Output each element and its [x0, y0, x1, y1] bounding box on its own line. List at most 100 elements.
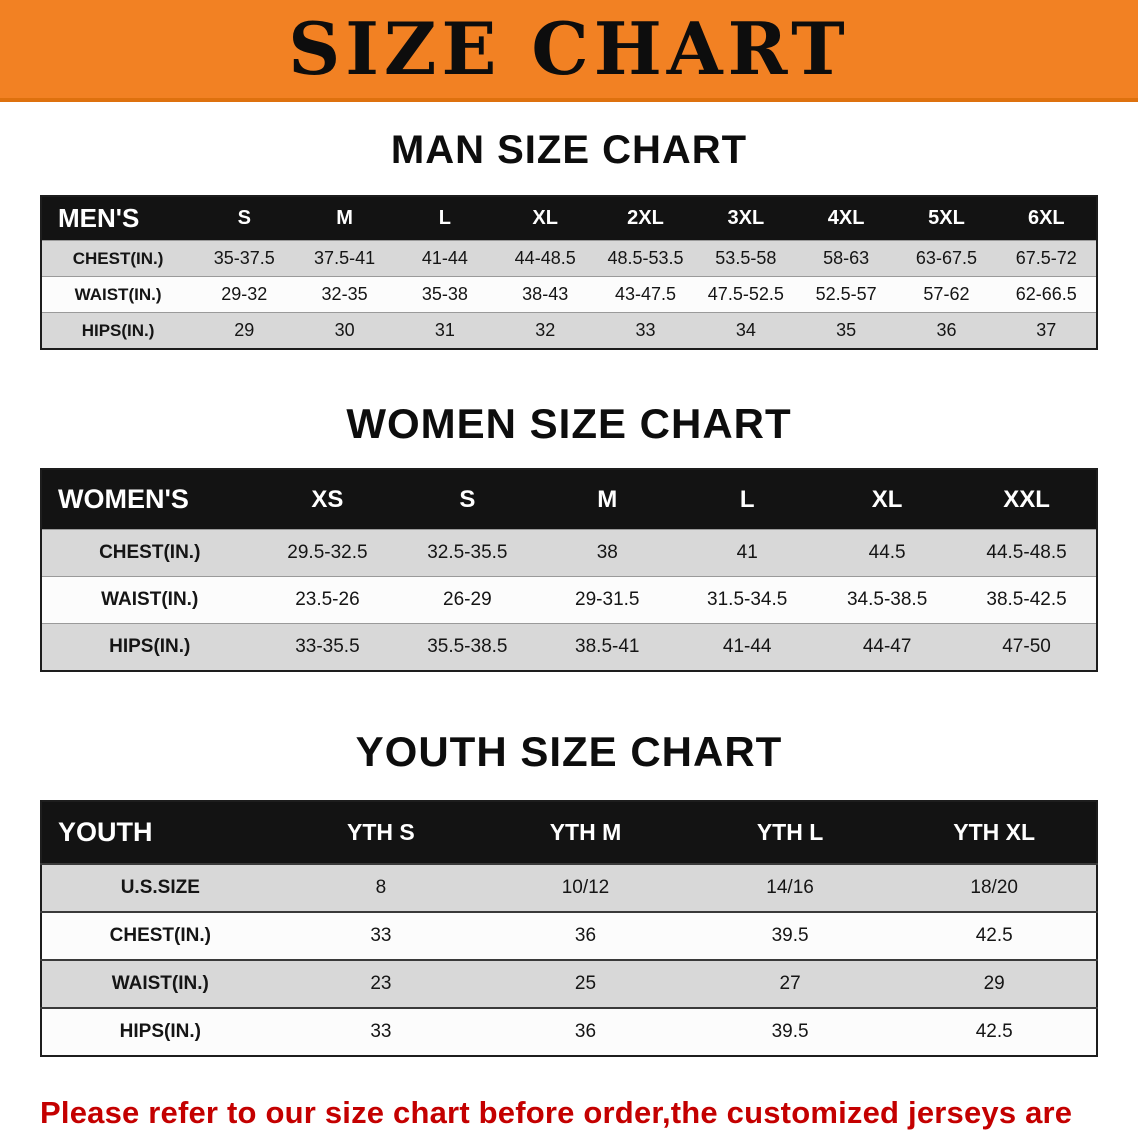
women-header-row: WOMEN'S XS S M L XL XXL [41, 469, 1097, 530]
women-section-title: WOMEN SIZE CHART [346, 400, 792, 447]
table-row: CHEST(IN.) 29.5-32.5 32.5-35.5 38 41 44.5 44.5… [41, 529, 1097, 577]
men-size-section: MAN SIZE CHART MEN'S S M L XL 2XL 3XL 4XL 5XL 6XL C… [0, 128, 1138, 350]
women-size-section: WOMEN SIZE CHART WOMEN'S XS S M L XL XXL CHEST(I… [0, 400, 1138, 672]
men-header-label: MEN'S [41, 196, 195, 241]
banner-title: SIZE CHART [288, 6, 850, 91]
size-value-cell: 33-35.5 [257, 623, 398, 671]
size-value-cell: 35.5-38.5 [397, 623, 538, 671]
table-row: WAIST(IN.) 29-32 32-35 35-38 38-43 43-47.5 47.… [41, 276, 1097, 313]
size-column-header: XXL [957, 469, 1097, 530]
size-column-header: L [394, 196, 496, 241]
size-value-cell: 27 [687, 959, 893, 1008]
size-value-cell: 62-66.5 [996, 276, 1097, 313]
size-value-cell: 30 [294, 312, 395, 349]
size-value-cell: 31.5-34.5 [677, 576, 818, 624]
size-value-cell: 44.5-48.5 [957, 529, 1097, 577]
size-column-header: XL [817, 469, 958, 530]
size-value-cell: 32-35 [294, 276, 395, 313]
size-value-cell: 18/20 [892, 863, 1097, 912]
women-header-label: WOMEN'S [41, 469, 258, 530]
size-value-cell: 41 [677, 529, 818, 577]
size-value-cell: 53.5-58 [695, 240, 796, 277]
size-value-cell: 10/12 [483, 863, 688, 912]
size-value-cell: 29 [194, 312, 295, 349]
size-value-cell: 23 [278, 959, 484, 1008]
size-value-cell: 41-44 [677, 623, 818, 671]
row-label: WAIST(IN.) [41, 576, 258, 624]
size-value-cell: 36 [896, 312, 997, 349]
size-value-cell: 23.5-26 [257, 576, 398, 624]
size-column-header: YTH XL [892, 801, 1097, 864]
table-row: HIPS(IN.) 33-35.5 35.5-38.5 38.5-41 41-44 44-… [41, 623, 1097, 671]
size-value-cell: 29-31.5 [537, 576, 678, 624]
size-column-header: YTH S [278, 801, 484, 864]
men-section-title: MAN SIZE CHART [390, 128, 748, 172]
table-row: CHEST(IN.) 35-37.5 37.5-41 41-44 44-48.5 48.5… [41, 240, 1097, 277]
size-column-header: 5XL [896, 196, 997, 241]
size-value-cell: 29-32 [194, 276, 295, 313]
table-row: WAIST(IN.) 23.5-26 26-29 29-31.5 31.5-34.5 34… [41, 576, 1097, 624]
size-value-cell: 36 [483, 911, 688, 960]
size-value-cell: 39.5 [687, 1007, 893, 1056]
size-column-header: 6XL [996, 196, 1097, 241]
size-column-header: S [397, 469, 538, 530]
size-value-cell: 33 [595, 312, 696, 349]
size-value-cell: 47-50 [957, 623, 1097, 671]
size-column-header: YTH M [483, 801, 688, 864]
size-value-cell: 34 [695, 312, 796, 349]
disclaimer: Please refer to our size chart before or… [40, 1093, 1108, 1132]
size-column-header: M [294, 196, 395, 241]
size-value-cell: 35 [795, 312, 897, 349]
size-value-cell: 32 [495, 312, 596, 349]
size-column-header: L [677, 469, 818, 530]
size-value-cell: 48.5-53.5 [595, 240, 696, 277]
size-value-cell: 44-47 [817, 623, 958, 671]
row-label: CHEST(IN.) [41, 529, 258, 577]
size-value-cell: 14/16 [687, 863, 893, 912]
table-row: U.S.SIZE 8 10/12 14/16 18/20 [41, 863, 1097, 912]
table-row: CHEST(IN.) 33 36 39.5 42.5 [41, 911, 1097, 960]
youth-header-label: YOUTH [41, 801, 279, 864]
disclaimer-line-1: Please refer to our size chart before or… [40, 1095, 1073, 1130]
size-value-cell: 67.5-72 [996, 240, 1097, 277]
row-label: WAIST(IN.) [41, 276, 195, 313]
youth-header-row: YOUTH YTH S YTH M YTH L YTH XL [41, 801, 1097, 864]
size-value-cell: 26-29 [397, 576, 538, 624]
size-value-cell: 38.5-41 [537, 623, 678, 671]
size-column-header: XL [495, 196, 596, 241]
size-column-header: 2XL [595, 196, 696, 241]
size-value-cell: 38.5-42.5 [957, 576, 1097, 624]
row-label: U.S.SIZE [41, 863, 279, 912]
youth-size-table: YOUTH YTH S YTH M YTH L YTH XL U.S.SIZE 8 10/12… [40, 800, 1098, 1057]
size-value-cell: 42.5 [892, 911, 1097, 960]
men-header-row: MEN'S S M L XL 2XL 3XL 4XL 5XL 6XL [41, 196, 1097, 241]
size-value-cell: 52.5-57 [795, 276, 897, 313]
size-value-cell: 29.5-32.5 [257, 529, 398, 577]
size-value-cell: 32.5-35.5 [397, 529, 538, 577]
size-column-header: M [537, 469, 678, 530]
size-value-cell: 41-44 [394, 240, 496, 277]
size-value-cell: 57-62 [896, 276, 997, 313]
size-column-header: YTH L [687, 801, 893, 864]
size-column-header: 4XL [795, 196, 897, 241]
size-value-cell: 63-67.5 [896, 240, 997, 277]
youth-section-title: YOUTH SIZE CHART [355, 728, 783, 775]
women-size-table: WOMEN'S XS S M L XL XXL CHEST(IN.) 29.5-32.5 32.5… [40, 468, 1098, 672]
size-column-header: 3XL [695, 196, 796, 241]
size-value-cell: 44-48.5 [495, 240, 596, 277]
row-label: CHEST(IN.) [41, 911, 279, 960]
size-value-cell: 37 [996, 312, 1097, 349]
size-chart-banner: SIZE CHART [0, 0, 1138, 102]
size-value-cell: 37.5-41 [294, 240, 395, 277]
table-row: HIPS(IN.) 29 30 31 32 33 34 35 36 37 [41, 312, 1097, 349]
row-label: WAIST(IN.) [41, 959, 279, 1008]
size-column-header: S [194, 196, 295, 241]
size-value-cell: 31 [394, 312, 496, 349]
size-value-cell: 8 [278, 863, 484, 912]
youth-size-section: YOUTH SIZE CHART YOUTH YTH S YTH M YTH L YTH … [0, 728, 1138, 1057]
row-label: CHEST(IN.) [41, 240, 195, 277]
table-row: HIPS(IN.) 33 36 39.5 42.5 [41, 1007, 1097, 1056]
size-value-cell: 35-38 [394, 276, 496, 313]
size-value-cell: 42.5 [892, 1007, 1097, 1056]
